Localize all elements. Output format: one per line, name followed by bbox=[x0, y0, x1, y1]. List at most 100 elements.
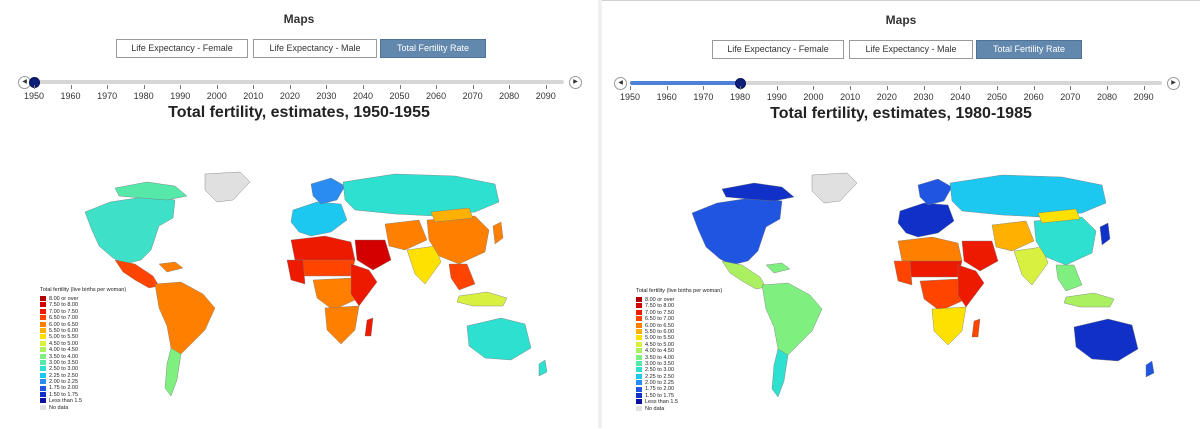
tab-life-expectancy-female[interactable]: Life Expectancy - Female bbox=[116, 39, 248, 58]
country-region-caribbean[interactable] bbox=[158, 261, 184, 273]
legend-swatch bbox=[40, 359, 46, 365]
legend-swatch bbox=[636, 309, 642, 315]
slider-next-button[interactable]: ▶ bbox=[569, 76, 582, 89]
world-map-svg bbox=[691, 172, 1155, 398]
slider-next-button[interactable]: ▶ bbox=[1167, 77, 1180, 90]
country-region-west-africa[interactable] bbox=[893, 260, 913, 286]
legend-label: No data bbox=[645, 405, 665, 412]
country-region-mongolia[interactable] bbox=[1037, 208, 1081, 224]
legend-swatch bbox=[40, 372, 46, 378]
slider-track[interactable] bbox=[630, 78, 1162, 89]
tab-total-fertility-rate[interactable]: Total Fertility Rate bbox=[380, 39, 486, 58]
slider-tick-label: 1990 bbox=[170, 91, 191, 101]
slider-prev-button[interactable]: ◀ bbox=[614, 77, 627, 90]
legend-item: 3.50 to 4.00 bbox=[40, 354, 126, 360]
slider-tick-label: 1970 bbox=[97, 91, 118, 101]
country-region-greenland[interactable] bbox=[811, 172, 858, 204]
tab-total-fertility-rate[interactable]: Total Fertility Rate bbox=[976, 40, 1082, 59]
country-region-europe[interactable] bbox=[897, 202, 955, 238]
country-region-southern-africa[interactable] bbox=[931, 306, 967, 346]
country-region-mongolia[interactable] bbox=[430, 207, 474, 223]
legend-swatch bbox=[636, 399, 642, 405]
country-region-australia[interactable] bbox=[466, 317, 532, 361]
country-region-middle-east[interactable] bbox=[354, 239, 392, 271]
legend-item: 7.00 to 7.50 bbox=[40, 309, 126, 315]
slider-tick bbox=[1106, 86, 1108, 90]
country-region-central-america[interactable] bbox=[114, 259, 160, 289]
country-region-central-africa[interactable] bbox=[312, 277, 356, 311]
country-region-russia[interactable] bbox=[342, 173, 500, 217]
map-title: Total fertility, estimates, 1950-1955 bbox=[168, 104, 430, 121]
slider-tick bbox=[107, 85, 109, 89]
country-region-greenland[interactable] bbox=[204, 171, 251, 203]
country-region-south-asia[interactable] bbox=[406, 245, 442, 285]
legend-swatch bbox=[40, 404, 46, 410]
country-region-australia[interactable] bbox=[1073, 318, 1139, 362]
country-region-southeast-asia[interactable] bbox=[1055, 264, 1083, 292]
country-region-japan[interactable] bbox=[492, 221, 504, 245]
slider-tick bbox=[545, 85, 547, 89]
slider-tick bbox=[740, 86, 742, 90]
country-region-north-america[interactable] bbox=[84, 195, 176, 265]
country-region-north-africa[interactable] bbox=[897, 236, 963, 266]
country-region-new-zealand[interactable] bbox=[1145, 360, 1155, 378]
country-region-central-africa[interactable] bbox=[919, 278, 963, 312]
legend-swatch bbox=[40, 398, 46, 404]
legend-label: 2.50 to 3.00 bbox=[49, 366, 79, 373]
legend-item: Less than 1.5 bbox=[636, 399, 722, 405]
country-region-east-africa[interactable] bbox=[957, 264, 985, 308]
country-region-china[interactable] bbox=[1033, 216, 1097, 266]
country-region-southern-africa[interactable] bbox=[324, 305, 360, 345]
slider-tick bbox=[703, 86, 705, 90]
slider-tick bbox=[666, 86, 668, 90]
country-region-middle-east[interactable] bbox=[961, 240, 999, 272]
country-region-south-america[interactable] bbox=[154, 281, 216, 357]
country-region-caribbean[interactable] bbox=[765, 262, 791, 274]
country-region-indonesia[interactable] bbox=[1063, 292, 1115, 308]
tab-life-expectancy-female[interactable]: Life Expectancy - Female bbox=[712, 40, 844, 59]
slider-tick-label: 2040 bbox=[352, 91, 373, 101]
country-region-south-asia[interactable] bbox=[1013, 246, 1049, 286]
country-region-madagascar[interactable] bbox=[364, 317, 374, 337]
country-region-scandinavia[interactable] bbox=[917, 178, 953, 206]
legend-swatch bbox=[40, 308, 46, 314]
legend-swatch bbox=[636, 335, 642, 341]
country-region-north-africa[interactable] bbox=[290, 235, 356, 265]
slider-tick-label: 2070 bbox=[462, 91, 483, 101]
slider-track[interactable] bbox=[29, 77, 564, 88]
country-region-indonesia[interactable] bbox=[456, 291, 508, 307]
country-region-central-america[interactable] bbox=[721, 260, 767, 290]
legend-swatch bbox=[636, 354, 642, 360]
country-region-south-america[interactable] bbox=[761, 282, 823, 358]
country-region-madagascar[interactable] bbox=[971, 318, 981, 338]
country-region-china[interactable] bbox=[426, 215, 490, 265]
legend-swatch bbox=[40, 347, 46, 353]
country-region-southeast-asia[interactable] bbox=[448, 263, 476, 291]
legend-label: 6.00 to 6.50 bbox=[645, 322, 675, 329]
country-region-iran-central-asia[interactable] bbox=[384, 219, 428, 251]
country-region-south-america-south[interactable] bbox=[164, 347, 182, 397]
country-region-south-america-south[interactable] bbox=[771, 348, 789, 398]
slider-tick-label: 2010 bbox=[840, 92, 861, 102]
country-region-new-zealand[interactable] bbox=[538, 359, 548, 377]
legend-item: 4.00 to 4.50 bbox=[40, 347, 126, 353]
country-region-canada-arctic[interactable] bbox=[114, 181, 188, 201]
country-region-japan[interactable] bbox=[1099, 222, 1111, 246]
tab-life-expectancy-male[interactable]: Life Expectancy - Male bbox=[849, 40, 973, 59]
country-region-iran-central-asia[interactable] bbox=[991, 220, 1035, 252]
legend-item: Less than 1.5 bbox=[40, 398, 126, 404]
legend-item: 7.50 to 8.00 bbox=[40, 302, 126, 308]
legend-title: Total fertility (live births per woman) bbox=[40, 287, 127, 293]
country-region-west-africa[interactable] bbox=[286, 259, 306, 285]
country-region-scandinavia[interactable] bbox=[310, 177, 346, 205]
country-region-russia[interactable] bbox=[949, 174, 1107, 218]
legend-label: 1.50 to 1.75 bbox=[49, 391, 79, 398]
tab-life-expectancy-male[interactable]: Life Expectancy - Male bbox=[253, 39, 377, 58]
panel-right: Maps Life Expectancy - Female Life Expec… bbox=[602, 0, 1200, 429]
country-region-north-america[interactable] bbox=[691, 196, 783, 266]
country-region-europe[interactable] bbox=[290, 201, 348, 237]
legend-label: 6.50 to 7.00 bbox=[49, 315, 79, 322]
legend-swatch bbox=[40, 353, 46, 359]
country-region-east-africa[interactable] bbox=[350, 263, 378, 307]
country-region-canada-arctic[interactable] bbox=[721, 182, 795, 202]
